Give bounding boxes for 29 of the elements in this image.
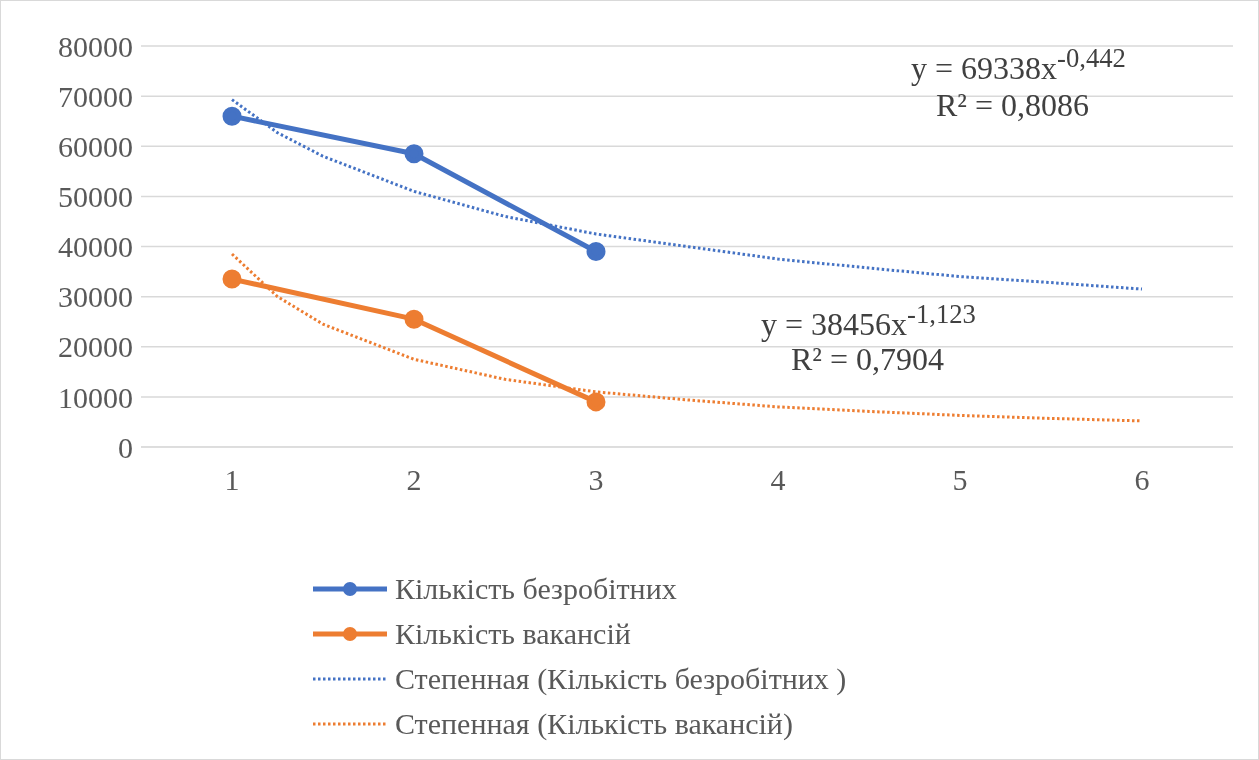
annotation: y = 69338x$^{-0,442}$ — [911, 43, 1126, 87]
x-tick-label: 1 — [224, 463, 240, 497]
y-tick-label: 40000 — [58, 230, 133, 264]
x-tick-label: 3 — [588, 463, 604, 497]
point — [586, 242, 606, 262]
point — [222, 269, 242, 289]
y-tick-label: 10000 — [58, 380, 133, 414]
legend-label: Кількість вакансій — [395, 616, 631, 651]
y-tick-label: 80000 — [58, 29, 133, 63]
point — [404, 144, 424, 164]
y-tick-label: 20000 — [58, 330, 133, 364]
annotation: R² = 0,7904 — [791, 341, 944, 378]
x-tick-label: 5 — [952, 463, 968, 497]
x-tick-label: 6 — [1134, 463, 1150, 497]
y-tick-label: 70000 — [58, 79, 133, 113]
point — [404, 309, 424, 329]
annotation: y = 38456x$^{-1,123}$ — [761, 299, 976, 343]
legend-label: Степенная (Кількість вакансій) — [395, 706, 793, 741]
y-tick-label: 30000 — [58, 280, 133, 314]
legend-label: Степенная (Кількість безробітних ) — [395, 661, 847, 696]
x-tick-label: 4 — [770, 463, 786, 497]
annotation: R² = 0,8086 — [936, 87, 1089, 124]
y-tick-label: 50000 — [58, 180, 133, 214]
legend-label: Кількість безробітних — [395, 571, 677, 606]
point — [586, 392, 606, 412]
point — [222, 106, 242, 126]
y-tick-label: 0 — [118, 430, 133, 464]
x-tick-label: 2 — [406, 463, 422, 497]
y-tick-label: 60000 — [58, 129, 133, 163]
